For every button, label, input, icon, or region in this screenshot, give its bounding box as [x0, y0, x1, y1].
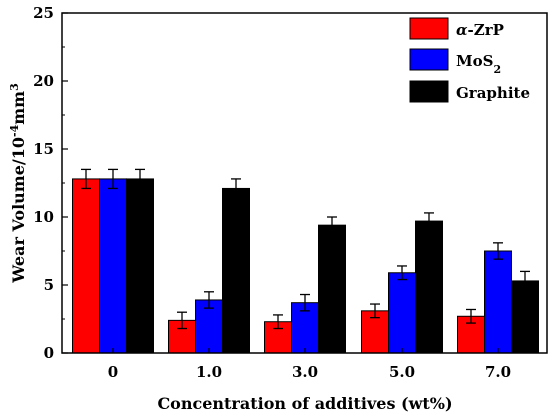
- bar-mos2-0: [99, 178, 127, 354]
- error-bar-mos2-1: [204, 291, 214, 309]
- y-axis-title-exp2: 3: [8, 83, 21, 91]
- error-bar-graphite-4: [520, 270, 530, 292]
- x-axis-ticks: 0 1.0 3.0 5.0 7.0: [108, 348, 511, 381]
- x-tick-label: 7.0: [485, 363, 511, 381]
- error-bar-mos2-0: [108, 168, 118, 190]
- x-tick-label: 1.0: [196, 363, 222, 381]
- error-bar-graphite-3: [424, 212, 434, 230]
- legend-swatch-graphite: [409, 80, 449, 103]
- bar-zrp-0: [72, 178, 100, 354]
- y-axis-ticks: 0 5 10 15 20 25: [33, 4, 68, 362]
- y-tick-label: 5: [44, 276, 54, 294]
- x-tick-label: 3.0: [292, 363, 318, 381]
- error-bars-layer: [81, 168, 530, 330]
- error-bar-zrp-4: [466, 308, 476, 324]
- x-tick-label: 5.0: [389, 363, 415, 381]
- error-bar-zrp-1: [177, 311, 187, 330]
- bar-mos2-1: [195, 299, 223, 354]
- error-bar-zrp-0: [81, 168, 91, 190]
- y-tick-label: 10: [33, 208, 54, 226]
- legend-swatch-zrp: [409, 17, 449, 40]
- bar-mos2-3: [388, 272, 416, 354]
- y-tick-label: 25: [33, 4, 54, 22]
- x-tick-label: 0: [108, 363, 118, 381]
- bar-mos2-4: [484, 250, 512, 354]
- bars-layer: [72, 178, 539, 354]
- bar-graphite-3: [415, 220, 443, 354]
- legend-label-mos2: MoS2: [456, 52, 501, 76]
- y-axis-title-exp1: -4: [8, 124, 21, 137]
- legend-label-graphite: Graphite: [456, 84, 530, 102]
- error-bar-graphite-0: [135, 168, 145, 190]
- y-axis-title: Wear Volume/10-4mm3: [8, 83, 29, 284]
- y-tick-label: 0: [44, 344, 54, 362]
- legend: α-ZrP MoS2 Graphite: [409, 17, 530, 103]
- x-axis-title: Concentration of additives (wt%): [157, 394, 452, 413]
- legend-label-zrp: α-ZrP: [456, 21, 504, 39]
- bar-graphite-2: [318, 224, 346, 354]
- y-tick-label: 15: [33, 140, 54, 158]
- bar-graphite-1: [222, 187, 250, 354]
- error-bar-mos2-4: [493, 242, 503, 260]
- y-tick-label: 20: [33, 72, 54, 90]
- error-bar-mos2-2: [300, 293, 310, 312]
- error-bar-graphite-2: [327, 216, 337, 234]
- error-bar-mos2-3: [397, 265, 407, 281]
- error-bar-zrp-2: [273, 314, 283, 330]
- bar-graphite-4: [511, 280, 539, 354]
- error-bar-zrp-3: [370, 303, 380, 319]
- error-bar-graphite-1: [231, 178, 241, 199]
- legend-swatch-mos2: [409, 48, 449, 71]
- bar-graphite-0: [126, 178, 154, 354]
